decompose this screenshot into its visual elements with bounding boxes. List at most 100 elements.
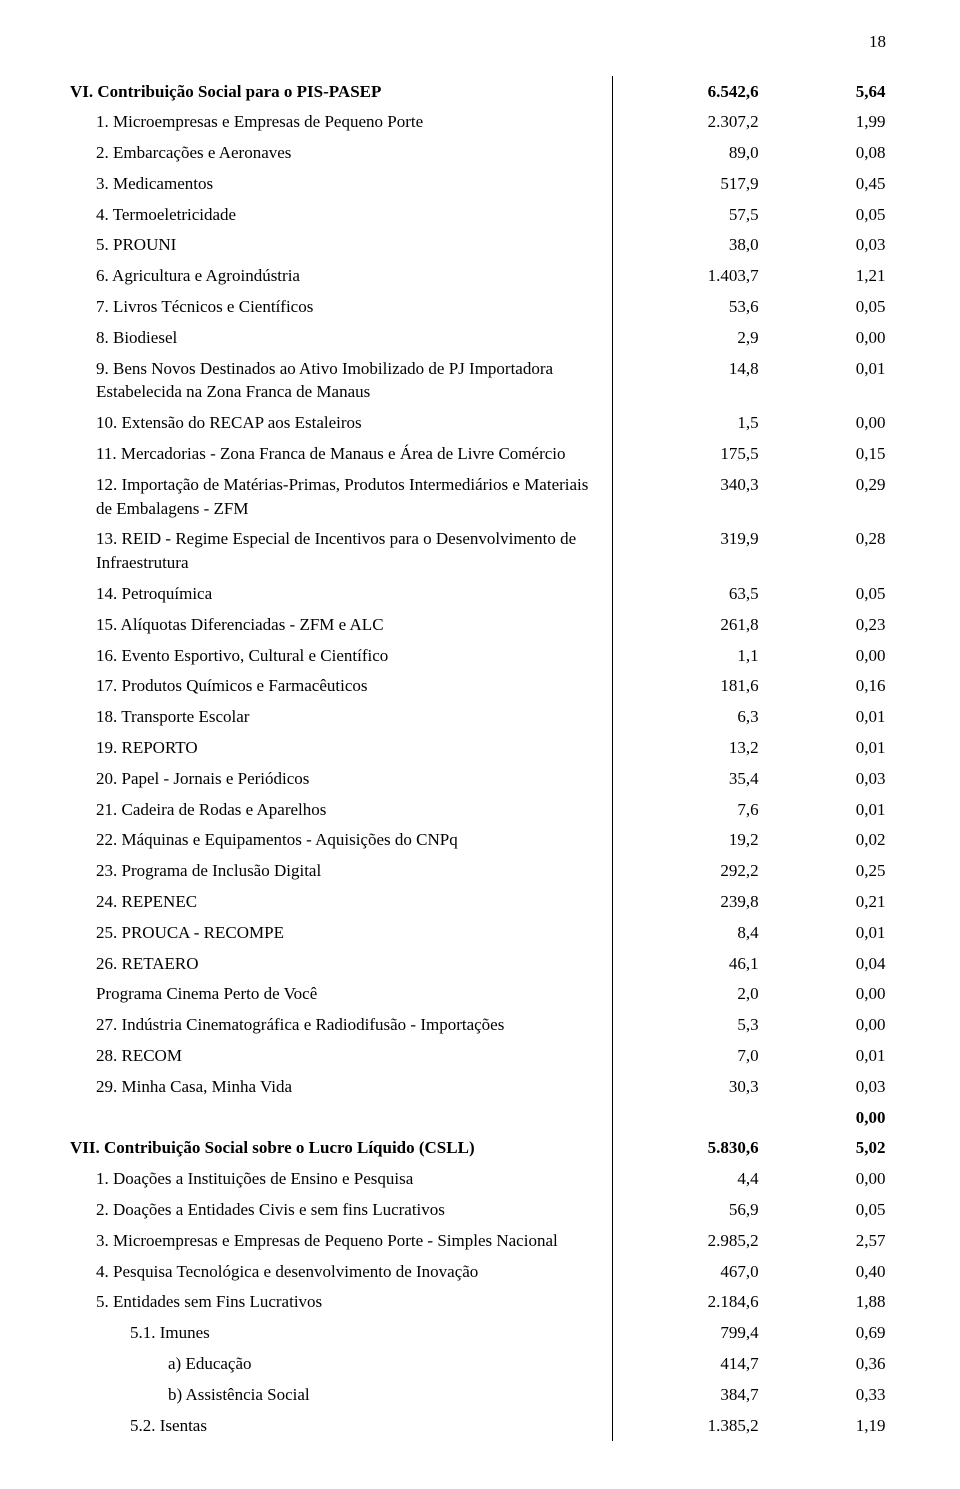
row-value-2: 0,01 — [767, 917, 890, 948]
row-value-1: 8,4 — [613, 917, 767, 948]
row-value-1: 14,8 — [613, 353, 767, 408]
row-value-2: 0,23 — [767, 609, 890, 640]
row-value-2: 0,28 — [767, 524, 890, 579]
row-value-1: 5,3 — [613, 1010, 767, 1041]
table-row: 2. Embarcações e Aeronaves89,00,08 — [70, 138, 890, 169]
row-value-1: 6,3 — [613, 702, 767, 733]
table-row: 25. PROUCA - RECOMPE8,40,01 — [70, 917, 890, 948]
table-row: 1. Microempresas e Empresas de Pequeno P… — [70, 107, 890, 138]
row-value-2: 0,01 — [767, 353, 890, 408]
row-value-1: 175,5 — [613, 439, 767, 470]
row-value-2: 0,00 — [767, 1164, 890, 1195]
row-value-2: 0,00 — [767, 979, 890, 1010]
row-value-2: 0,05 — [767, 292, 890, 323]
row-label: 4. Termoeletricidade — [70, 199, 613, 230]
row-value-2: 0,01 — [767, 702, 890, 733]
row-value-1: 384,7 — [613, 1379, 767, 1410]
row-label: 25. PROUCA - RECOMPE — [70, 917, 613, 948]
table-row: 10. Extensão do RECAP aos Estaleiros1,50… — [70, 408, 890, 439]
row-value-2: 0,05 — [767, 199, 890, 230]
row-value-2: 0,15 — [767, 439, 890, 470]
row-value-2: 1,88 — [767, 1287, 890, 1318]
row-value-1: 5.830,6 — [613, 1133, 767, 1164]
table-row: 0,00 — [70, 1102, 890, 1133]
row-value-1: 1,5 — [613, 408, 767, 439]
row-value-1 — [613, 1102, 767, 1133]
table-row: 26. RETAERO46,10,04 — [70, 948, 890, 979]
table-row: 17. Produtos Químicos e Farmacêuticos181… — [70, 671, 890, 702]
table-row: 4. Pesquisa Tecnológica e desenvolviment… — [70, 1256, 890, 1287]
row-value-1: 2.985,2 — [613, 1225, 767, 1256]
table-row: 1. Doações a Instituições de Ensino e Pe… — [70, 1164, 890, 1195]
row-label: 2. Embarcações e Aeronaves — [70, 138, 613, 169]
table-row: 12. Importação de Matérias-Primas, Produ… — [70, 469, 890, 524]
row-value-1: 1.385,2 — [613, 1410, 767, 1441]
table-row: 24. REPENEC239,80,21 — [70, 887, 890, 918]
table-row: 11. Mercadorias - Zona Franca de Manaus … — [70, 439, 890, 470]
table-row: 16. Evento Esportivo, Cultural e Científ… — [70, 640, 890, 671]
row-value-2: 0,36 — [767, 1348, 890, 1379]
row-label: 5. PROUNI — [70, 230, 613, 261]
row-value-2: 2,57 — [767, 1225, 890, 1256]
row-value-1: 319,9 — [613, 524, 767, 579]
row-value-1: 6.542,6 — [613, 76, 767, 107]
row-value-1: 2.184,6 — [613, 1287, 767, 1318]
table-row: 5.2. Isentas1.385,21,19 — [70, 1410, 890, 1441]
row-label: 6. Agricultura e Agroindústria — [70, 261, 613, 292]
row-label — [70, 1102, 613, 1133]
table-row: 19. REPORTO13,20,01 — [70, 733, 890, 764]
row-value-1: 13,2 — [613, 733, 767, 764]
row-label: 20. Papel - Jornais e Periódicos — [70, 763, 613, 794]
table-row: a) Educação414,70,36 — [70, 1348, 890, 1379]
row-value-1: 46,1 — [613, 948, 767, 979]
row-value-2: 5,02 — [767, 1133, 890, 1164]
row-label: b) Assistência Social — [70, 1379, 613, 1410]
row-value-1: 261,8 — [613, 609, 767, 640]
row-value-2: 0,03 — [767, 230, 890, 261]
row-value-2: 0,25 — [767, 856, 890, 887]
row-value-2: 0,40 — [767, 1256, 890, 1287]
row-label: 1. Microempresas e Empresas de Pequeno P… — [70, 107, 613, 138]
table-row: 29. Minha Casa, Minha Vida30,30,03 — [70, 1071, 890, 1102]
row-value-2: 0,16 — [767, 671, 890, 702]
row-value-1: 239,8 — [613, 887, 767, 918]
row-value-1: 340,3 — [613, 469, 767, 524]
row-value-1: 2,0 — [613, 979, 767, 1010]
row-value-2: 0,00 — [767, 408, 890, 439]
row-label: 15. Alíquotas Diferenciadas - ZFM e ALC — [70, 609, 613, 640]
row-value-2: 0,03 — [767, 1071, 890, 1102]
row-value-2: 0,03 — [767, 763, 890, 794]
table-row: 28. RECOM7,00,01 — [70, 1041, 890, 1072]
row-value-1: 7,0 — [613, 1041, 767, 1072]
row-label: 22. Máquinas e Equipamentos - Aquisições… — [70, 825, 613, 856]
row-value-1: 38,0 — [613, 230, 767, 261]
table-row: 23. Programa de Inclusão Digital292,20,2… — [70, 856, 890, 887]
table-row: 27. Indústria Cinematográfica e Radiodif… — [70, 1010, 890, 1041]
row-value-2: 0,01 — [767, 1041, 890, 1072]
row-label: VI. Contribuição Social para o PIS-PASEP — [70, 76, 613, 107]
row-label: Programa Cinema Perto de Você — [70, 979, 613, 1010]
table-row: 5. Entidades sem Fins Lucrativos2.184,61… — [70, 1287, 890, 1318]
row-label: 24. REPENEC — [70, 887, 613, 918]
row-value-2: 0,21 — [767, 887, 890, 918]
row-label: 5.1. Imunes — [70, 1318, 613, 1349]
row-label: 14. Petroquímica — [70, 579, 613, 610]
table-row: 4. Termoeletricidade57,50,05 — [70, 199, 890, 230]
table-row: Programa Cinema Perto de Você2,00,00 — [70, 979, 890, 1010]
row-value-1: 1.403,7 — [613, 261, 767, 292]
row-value-2: 0,01 — [767, 794, 890, 825]
table-row: b) Assistência Social384,70,33 — [70, 1379, 890, 1410]
row-value-2: 0,45 — [767, 168, 890, 199]
row-label: 1. Doações a Instituições de Ensino e Pe… — [70, 1164, 613, 1195]
table-row: 13. REID - Regime Especial de Incentivos… — [70, 524, 890, 579]
table-row: 9. Bens Novos Destinados ao Ativo Imobil… — [70, 353, 890, 408]
row-value-1: 89,0 — [613, 138, 767, 169]
table-row: 2. Doações a Entidades Civis e sem fins … — [70, 1194, 890, 1225]
row-value-1: 19,2 — [613, 825, 767, 856]
row-value-1: 414,7 — [613, 1348, 767, 1379]
row-label: 11. Mercadorias - Zona Franca de Manaus … — [70, 439, 613, 470]
row-label: 27. Indústria Cinematográfica e Radiodif… — [70, 1010, 613, 1041]
row-value-2: 0,00 — [767, 322, 890, 353]
row-value-1: 2,9 — [613, 322, 767, 353]
table-row: 22. Máquinas e Equipamentos - Aquisições… — [70, 825, 890, 856]
